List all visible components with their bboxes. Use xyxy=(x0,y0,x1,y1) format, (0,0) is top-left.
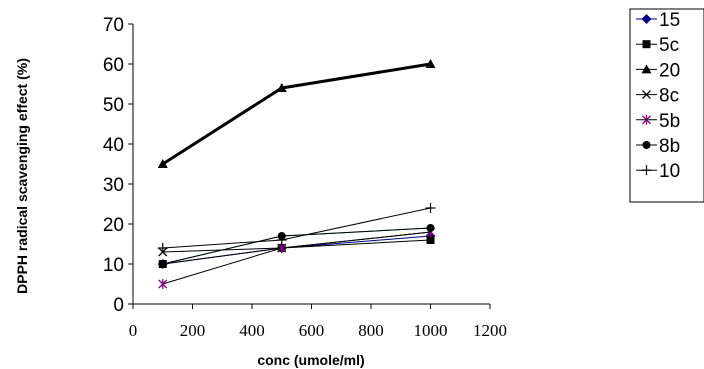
legend-marker-20 xyxy=(641,64,652,74)
legend-marker-10 xyxy=(641,165,652,176)
legend-label: 10 xyxy=(659,161,680,182)
x-tick-label: 200 xyxy=(180,321,206,340)
data-point-10 xyxy=(276,235,287,245)
series-5c xyxy=(158,236,435,268)
y-tick-label: 30 xyxy=(103,175,124,196)
legend-label: 5b xyxy=(659,111,680,132)
y-tick-label: 60 xyxy=(103,55,124,76)
series-line-5c xyxy=(162,239,431,265)
legend-marker-5c xyxy=(642,40,651,49)
legend-item-10: 10 xyxy=(636,161,680,182)
legend-marker-8c xyxy=(642,90,651,100)
legend-label: 5c xyxy=(659,35,679,56)
legend-item-15: 15 xyxy=(636,10,680,31)
legend-item-8b: 8b xyxy=(636,136,680,157)
data-point-8b xyxy=(426,224,435,232)
y-tick-label: 10 xyxy=(103,255,124,276)
x-tick-label: 1000 xyxy=(414,321,448,340)
legend-item-5c: 5c xyxy=(636,35,679,56)
y-tick-label: 50 xyxy=(103,95,124,116)
legend-marker-15 xyxy=(641,14,652,24)
data-point-20 xyxy=(425,59,436,68)
axes: 0 10 20 30 40 50 60 70 0 200 400 600 800 1000 1200 xyxy=(103,15,507,340)
y-tick-label: 0 xyxy=(113,295,124,316)
x-axis-label: conc (umole/ml) xyxy=(257,352,364,368)
x-tick-label: 1200 xyxy=(473,321,507,340)
series-line-20 xyxy=(161,62,431,166)
legend-label: 15 xyxy=(659,10,680,31)
legend-item-5b: 5b xyxy=(636,111,680,132)
legend-marker-8b xyxy=(642,141,651,149)
plot-area xyxy=(157,59,436,289)
data-point-8b xyxy=(158,260,167,268)
legend-item-20: 20 xyxy=(636,60,680,81)
series-line-5b xyxy=(162,231,431,285)
y-axis-label: DPPH radical scavenging effect (%) xyxy=(14,58,30,294)
legend-item-8c: 8c xyxy=(636,86,679,107)
data-point-5c xyxy=(426,236,435,244)
legend-label: 8b xyxy=(659,136,680,157)
y-tick-label: 70 xyxy=(103,15,124,36)
legend-label: 20 xyxy=(659,60,680,81)
data-point-10 xyxy=(425,203,436,213)
data-point-20 xyxy=(276,83,287,92)
legend-marker-5b xyxy=(642,114,651,125)
x-marker-stroke xyxy=(642,90,651,100)
data-point-10 xyxy=(157,243,168,253)
series-10 xyxy=(157,203,436,253)
legend: 15 5c 20 8c 5b 8b 10 xyxy=(629,8,704,203)
y-tick-label: 40 xyxy=(103,135,124,156)
series-line-15 xyxy=(162,235,431,265)
x-tick-label: 400 xyxy=(239,321,265,340)
data-point-20 xyxy=(157,159,168,168)
y-tick-label: 20 xyxy=(103,215,124,236)
x-tick-label: 600 xyxy=(299,321,325,340)
series-20 xyxy=(157,59,436,168)
x-tick-label: 0 xyxy=(129,321,138,340)
x-tick-label: 800 xyxy=(358,321,384,340)
legend-label: 8c xyxy=(659,86,679,107)
data-point-5b xyxy=(158,279,168,289)
